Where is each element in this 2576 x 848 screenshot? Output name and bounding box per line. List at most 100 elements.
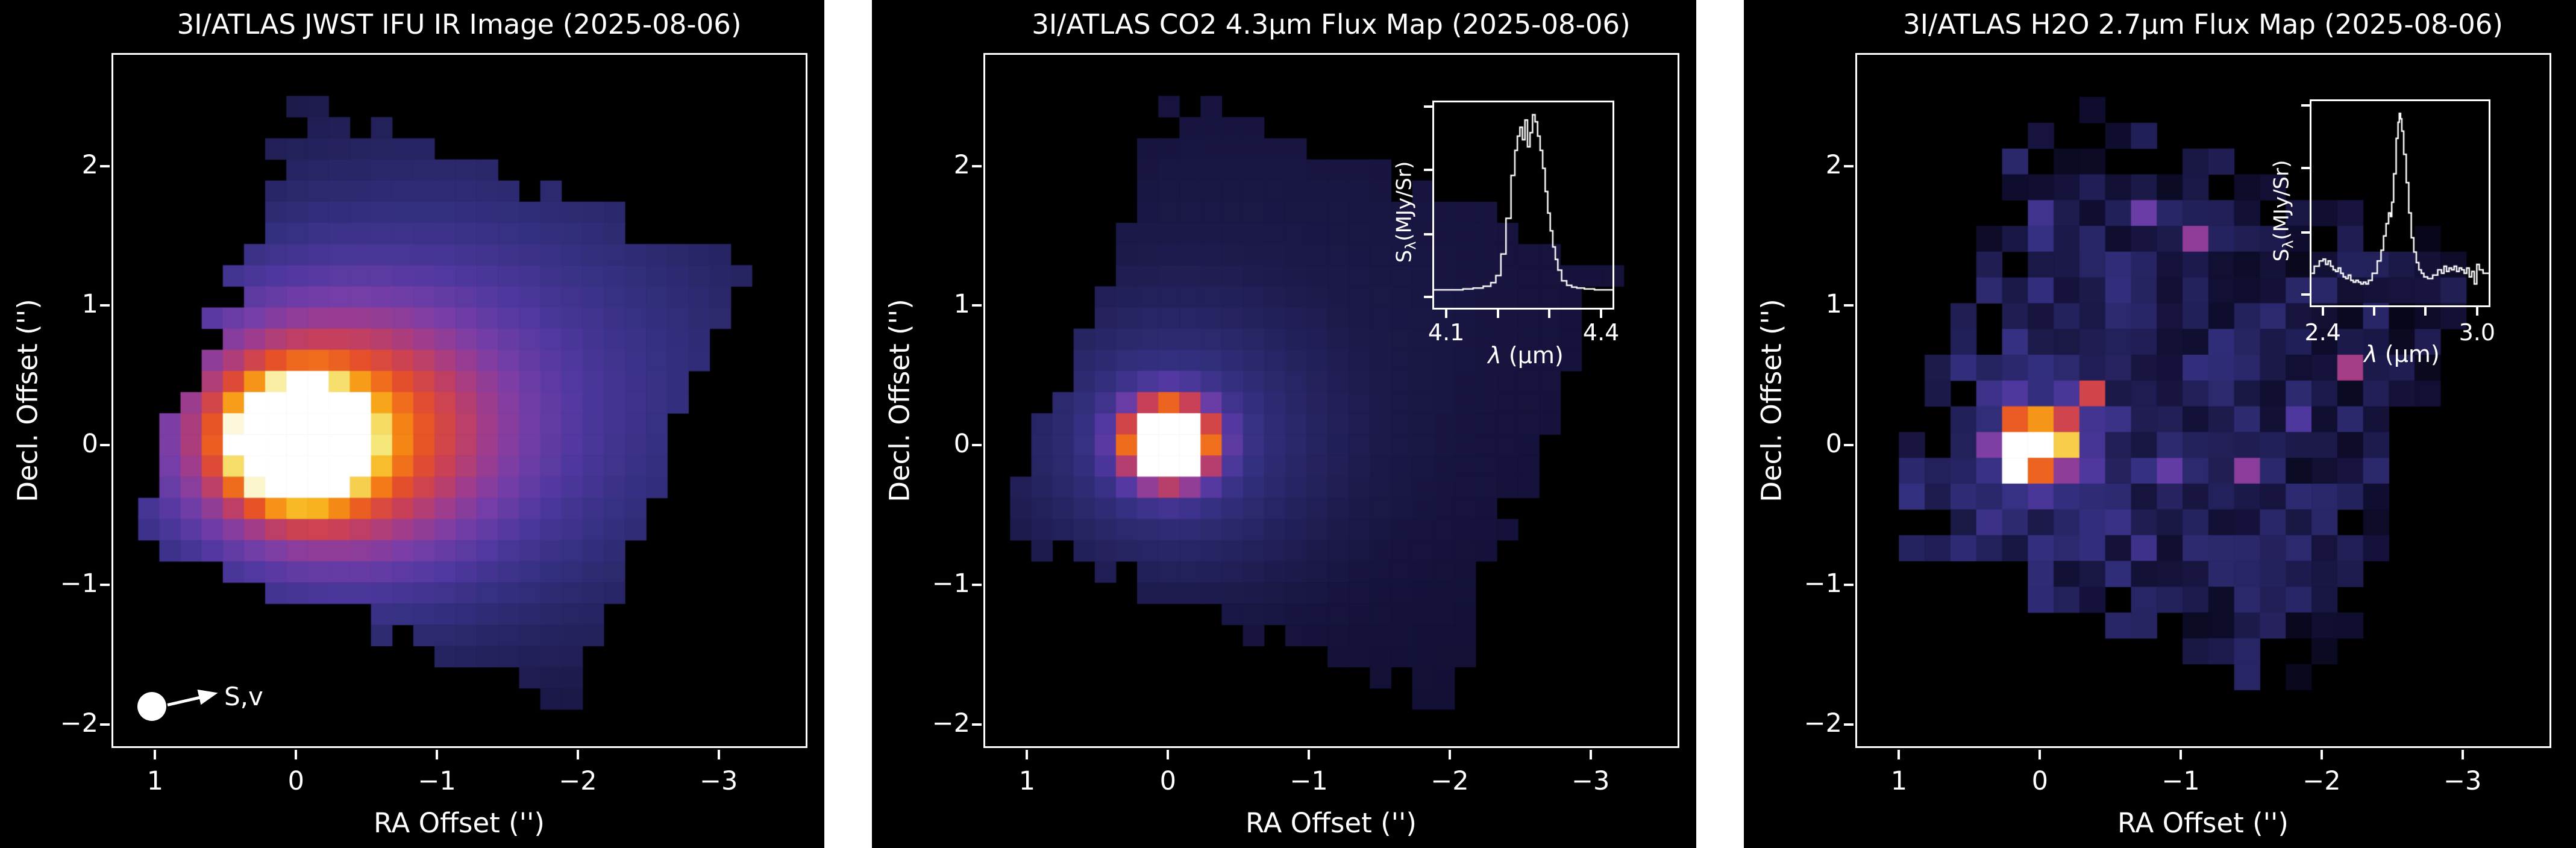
- y-tick-mark: [100, 164, 110, 167]
- panel-co2-flux-map: 3I/ATLAS CO2 4.3µm Flux Map (2025-08-06)…: [872, 0, 1696, 848]
- y-axis-label: Decl. Offset (''): [883, 299, 916, 502]
- x-tick-label: −2: [559, 766, 597, 796]
- x-tick-label: −2: [1431, 766, 1469, 796]
- x-tick-mark: [1167, 750, 1170, 759]
- y-axis-label: Decl. Offset (''): [1755, 299, 1788, 502]
- inset-y-axis-label: Sλ(MJy/Sr): [2269, 160, 2297, 262]
- plot-area: [1855, 53, 2551, 748]
- x-tick-mark: [2461, 750, 2464, 759]
- y-tick-label: 1: [1825, 289, 1842, 320]
- y-tick-mark: [100, 304, 110, 307]
- panel-jwst-ir-image: 3I/ATLAS JWST IFU IR Image (2025-08-06) …: [0, 0, 824, 848]
- plot-area: [111, 53, 807, 748]
- y-tick-label: 2: [1825, 149, 1842, 180]
- y-tick-label: −1: [932, 568, 970, 599]
- x-tick-label: −2: [2302, 766, 2341, 796]
- y-tick-mark: [1844, 304, 1854, 307]
- inset-x-tick-label: 3.0: [2458, 319, 2496, 346]
- x-axis-label: RA Offset (''): [2117, 807, 2289, 839]
- y-tick-label: 0: [953, 429, 970, 460]
- x-tick-label: 0: [1159, 766, 1176, 796]
- inset-y-tick-mark: [2301, 166, 2310, 169]
- y-tick-mark: [100, 723, 110, 726]
- inset-x-tick-mark: [2424, 307, 2427, 316]
- y-tick-mark: [1844, 723, 1854, 726]
- y-tick-mark: [100, 444, 110, 447]
- inset-x-axis-label: λ (µm): [2364, 341, 2440, 367]
- aperture-circle-marker: [137, 692, 166, 721]
- panel-title: 3I/ATLAS CO2 4.3µm Flux Map (2025-08-06): [1032, 8, 1631, 40]
- inset-y-tick-mark: [2301, 293, 2310, 296]
- y-tick-label: −2: [932, 708, 970, 738]
- inset-y-tick-mark: [1424, 168, 1432, 171]
- inset-x-tick-label: 4.4: [1582, 319, 1620, 346]
- x-tick-label: 1: [1018, 766, 1036, 796]
- inset-y-tick-mark: [1424, 105, 1432, 108]
- x-tick-label: 0: [287, 766, 304, 796]
- x-tick-label: −1: [418, 766, 456, 796]
- y-tick-label: −2: [60, 708, 98, 738]
- x-tick-mark: [436, 750, 439, 759]
- y-tick-label: 0: [1825, 429, 1842, 460]
- h2o-spectrum-canvas: [2311, 101, 2489, 305]
- inset-y-tick-mark: [2301, 231, 2310, 234]
- y-tick-mark: [972, 164, 982, 167]
- x-tick-label: −3: [699, 766, 738, 796]
- inset-y-tick-mark: [2301, 104, 2310, 107]
- y-tick-mark: [1844, 164, 1854, 167]
- x-tick-mark: [1898, 750, 1901, 759]
- x-tick-mark: [717, 750, 720, 759]
- y-tick-mark: [100, 583, 110, 586]
- x-tick-mark: [1589, 750, 1592, 759]
- y-tick-mark: [1844, 583, 1854, 586]
- x-tick-mark: [2180, 750, 2183, 759]
- y-tick-label: 1: [81, 289, 98, 320]
- x-tick-mark: [1448, 750, 1451, 759]
- x-tick-label: −1: [2161, 766, 2200, 796]
- y-tick-label: 1: [953, 289, 970, 320]
- co2-spectrum-inset: [1432, 101, 1614, 310]
- inset-x-tick-mark: [1548, 310, 1551, 318]
- y-tick-label: 2: [953, 149, 970, 180]
- x-tick-mark: [1308, 750, 1311, 759]
- panel-title: 3I/ATLAS JWST IFU IR Image (2025-08-06): [177, 8, 742, 40]
- x-tick-label: 1: [146, 766, 164, 796]
- inset-x-tick-label: 4.1: [1427, 319, 1465, 346]
- x-tick-mark: [154, 750, 157, 759]
- x-tick-label: −1: [1290, 766, 1328, 796]
- y-tick-mark: [972, 304, 982, 307]
- inset-x-tick-mark: [2321, 307, 2324, 316]
- x-tick-label: −3: [2443, 766, 2482, 796]
- inset-x-tick-label: 2.4: [2304, 319, 2341, 346]
- x-tick-mark: [2039, 750, 2042, 759]
- inset-x-tick-mark: [1600, 310, 1603, 318]
- y-tick-label: 2: [81, 149, 98, 180]
- x-tick-label: −3: [1571, 766, 1610, 796]
- panel-h2o-flux-map: 3I/ATLAS H2O 2.7µm Flux Map (2025-08-06)…: [1744, 0, 2576, 848]
- y-tick-mark: [972, 583, 982, 586]
- sun-velocity-label: S,v: [224, 682, 263, 711]
- y-tick-mark: [972, 444, 982, 447]
- ir-image-heatmap-canvas: [113, 55, 806, 746]
- h2o-spectrum-inset: [2310, 99, 2490, 307]
- x-axis-label: RA Offset (''): [1246, 807, 1417, 839]
- y-tick-label: −1: [1804, 568, 1842, 599]
- inset-y-tick-mark: [1424, 296, 1432, 299]
- inset-x-axis-label: λ (µm): [1488, 342, 1564, 369]
- x-tick-mark: [576, 750, 579, 759]
- x-tick-mark: [295, 750, 298, 759]
- y-axis-label: Decl. Offset (''): [11, 299, 44, 502]
- y-tick-label: −1: [60, 568, 98, 599]
- x-tick-label: 0: [2031, 766, 2048, 796]
- y-tick-mark: [1844, 444, 1854, 447]
- inset-y-axis-label: Sλ(MJy/Sr): [1392, 161, 1420, 263]
- inset-y-tick-mark: [1424, 233, 1432, 236]
- x-tick-mark: [1026, 750, 1029, 759]
- inset-x-tick-mark: [2475, 307, 2478, 316]
- x-tick-mark: [2320, 750, 2323, 759]
- y-tick-mark: [972, 723, 982, 726]
- panel-title: 3I/ATLAS H2O 2.7µm Flux Map (2025-08-06): [1903, 8, 2503, 40]
- inset-x-tick-mark: [1496, 310, 1499, 318]
- inset-x-tick-mark: [2373, 307, 2376, 316]
